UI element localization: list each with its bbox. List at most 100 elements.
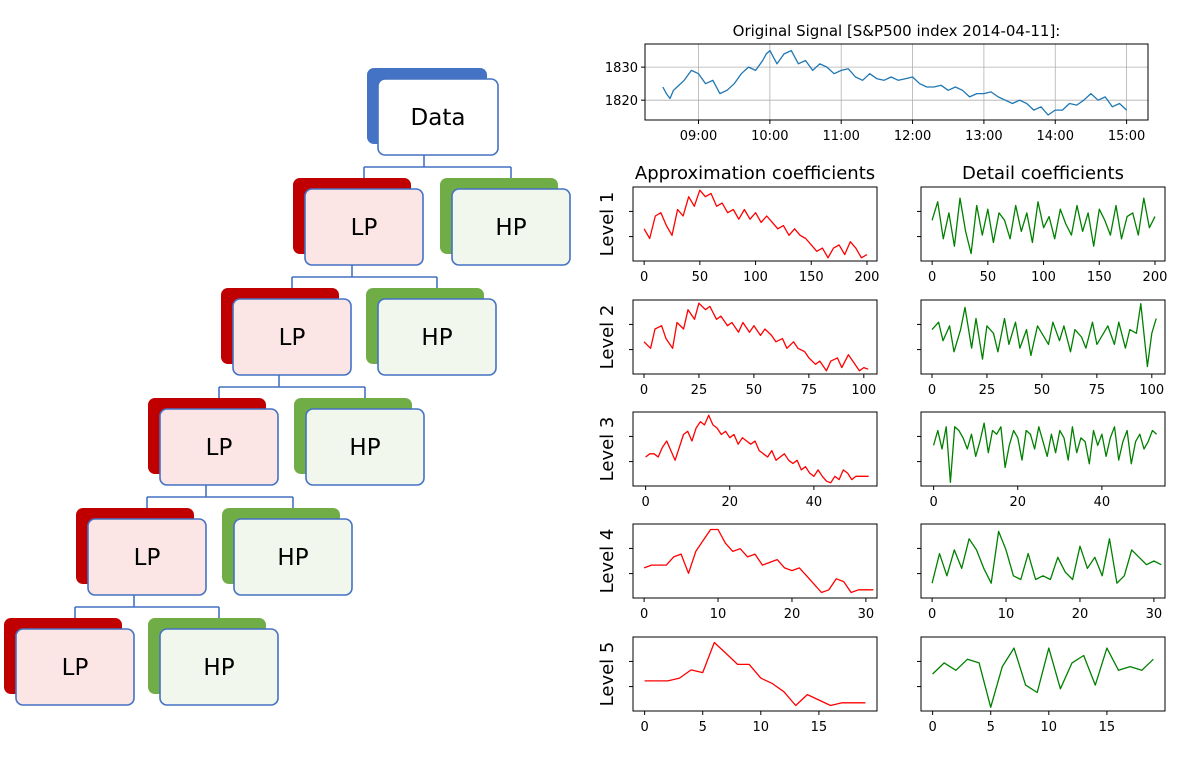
x-tick-label-0: 0 (640, 720, 648, 735)
data-node-box (377, 78, 499, 156)
axes-frame (920, 636, 1166, 712)
axes-frame (632, 299, 878, 375)
series-line (644, 641, 866, 707)
x-tick-label-5: 14:00 (1037, 129, 1074, 144)
hp-node-level-4-box (233, 518, 353, 596)
lp-node-level-5-label: LP (62, 655, 89, 681)
lp-node-level-3-label: LP (206, 435, 233, 461)
data-node-label: Data (411, 105, 466, 131)
x-tick-label-6: 15:00 (1108, 129, 1145, 144)
x-tick-label-0: 0 (640, 270, 648, 285)
detail-level-1-chart: 0 50 100 150 200 Detail coefficients (917, 163, 1167, 285)
axes-frame (632, 523, 878, 599)
axes-frame (644, 43, 1149, 121)
approx-level-1-chart: 0 50 100 150 200 Approximation coefficients Le… (597, 163, 879, 285)
data-node: Data (367, 68, 499, 156)
x-tick-label-4: 200 (855, 270, 880, 285)
x-tick-label-1: 20 (721, 495, 738, 510)
lp-node-level-4: LP (76, 508, 207, 596)
lp-node-level-2: LP (221, 288, 352, 376)
detail-level-4-chart: 0 10 20 30 (917, 523, 1166, 622)
lp-node-level-2-label: LP (279, 325, 306, 351)
x-tick-label-0: 0 (641, 495, 649, 510)
detail-level-3-chart: 0 20 40 (917, 411, 1166, 510)
x-tick-label-1: 50 (692, 270, 709, 285)
lp-node-level-4-box (87, 518, 207, 596)
x-tick-label-3: 30 (1146, 607, 1163, 622)
x-tick-label-2: 50 (746, 383, 763, 398)
x-tick-label-3: 12:00 (894, 129, 931, 144)
x-tick-label-3: 150 (1087, 270, 1112, 285)
x-tick-label-2: 40 (806, 495, 823, 510)
y-axis-label: Level 5 (597, 642, 618, 707)
axes-frame (920, 411, 1166, 487)
detail-level-5-chart: 0 5 10 15 (917, 636, 1166, 735)
detail-level-2-chart: 0 25 50 75 100 (917, 299, 1166, 398)
hp-node-level-4-label: HP (277, 545, 308, 571)
x-tick-label-4: 100 (1139, 383, 1164, 398)
axes-frame (632, 186, 878, 262)
x-tick-label-3: 150 (799, 270, 824, 285)
series-line (662, 49, 1128, 116)
x-tick-label-4: 100 (851, 383, 876, 398)
y-axis-label: Level 3 (597, 417, 618, 482)
y-axis-label: Level 2 (597, 305, 618, 370)
x-tick-label-0: 09:00 (680, 129, 717, 144)
hp-node-level-5-label: HP (203, 655, 234, 681)
x-tick-label-1: 20 (1009, 495, 1026, 510)
x-tick-label-1: 5 (699, 720, 707, 735)
lp-node-level-4-label: LP (134, 545, 161, 571)
series-line (932, 647, 1154, 708)
y-axis-label: Level 1 (597, 192, 618, 257)
approx-level-5-chart: 0 5 10 15 Level 5 (597, 636, 878, 735)
approx-level-3-chart: 0 20 40 Level 3 (597, 411, 878, 510)
x-tick-label-2: 20 (784, 607, 801, 622)
lp-node-level-3: LP (148, 398, 279, 486)
x-tick-label-4: 13:00 (965, 129, 1002, 144)
series-line (932, 422, 1158, 483)
x-tick-label-2: 10 (753, 720, 770, 735)
axes-frame (632, 411, 878, 487)
approx-level-2-chart: 0 25 50 75 100 Level 2 (597, 299, 878, 398)
x-tick-label-3: 75 (801, 383, 818, 398)
x-tick-label-4: 200 (1143, 270, 1168, 285)
chart-title: Detail coefficients (962, 163, 1124, 184)
x-tick-label-2: 50 (1034, 383, 1051, 398)
original-signal-chart: 09:00 10:00 11:00 12:00 13:00 14:00 15:00 1820 1… (605, 22, 1149, 144)
x-tick-label-1: 10:00 (751, 129, 788, 144)
axes-frame (920, 523, 1166, 599)
x-tick-label-1: 10 (998, 607, 1015, 622)
chart-title: Original Signal [S&P500 index 2014-04-11… (733, 22, 1061, 40)
x-tick-label-3: 30 (858, 607, 875, 622)
x-tick-label-3: 75 (1089, 383, 1106, 398)
x-tick-label-0: 0 (640, 383, 648, 398)
hp-node-level-2-box (377, 298, 497, 376)
series-line (931, 303, 1157, 368)
axes-frame (632, 636, 878, 712)
x-tick-label-0: 0 (928, 607, 936, 622)
x-tick-label-3: 15 (811, 720, 828, 735)
x-tick-label-2: 40 (1094, 495, 1111, 510)
hp-node-level-5-box (159, 628, 279, 706)
series-line (643, 528, 874, 594)
lp-node-level-2-box (232, 298, 352, 376)
hp-node-level-1: HP (440, 178, 571, 266)
x-tick-label-0: 0 (929, 495, 937, 510)
x-tick-label-1: 50 (980, 270, 997, 285)
series-line (931, 197, 1156, 255)
approx-level-4-chart: 0 10 20 30 Level 4 (597, 523, 878, 622)
x-tick-label-0: 0 (928, 720, 936, 735)
lp-node-level-3-box (159, 408, 279, 486)
x-tick-label-0: 0 (928, 270, 936, 285)
hp-node-level-1-label: HP (495, 215, 526, 241)
x-tick-label-2: 100 (1031, 270, 1056, 285)
axes-frame (920, 299, 1166, 375)
y-tick-label-1: 1830 (605, 61, 638, 76)
x-tick-label-3: 15 (1099, 720, 1116, 735)
hp-node-level-2-label: HP (421, 325, 452, 351)
lp-node-level-1: LP (293, 178, 424, 266)
lp-node-level-1-box (304, 188, 424, 266)
x-tick-label-2: 11:00 (822, 129, 859, 144)
x-tick-label-2: 100 (743, 270, 768, 285)
